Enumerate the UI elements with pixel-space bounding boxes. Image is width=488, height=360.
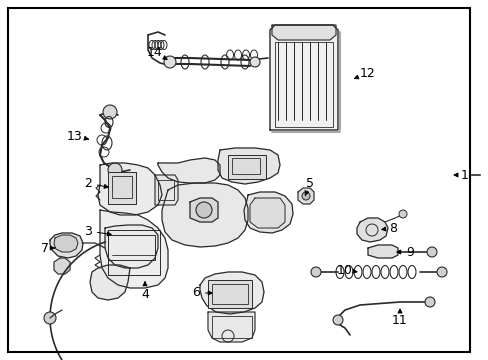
Circle shape [332,315,342,325]
Text: 3: 3 [84,225,111,238]
Text: 9: 9 [396,246,413,258]
Polygon shape [356,218,387,242]
Text: 10: 10 [336,264,356,276]
Circle shape [302,192,309,200]
Polygon shape [218,148,280,184]
Polygon shape [244,192,292,233]
Polygon shape [367,245,397,258]
Text: 7: 7 [41,242,55,255]
Polygon shape [105,225,158,268]
Circle shape [196,202,212,218]
Circle shape [436,267,446,277]
Circle shape [310,267,320,277]
Bar [227,155,265,179]
Polygon shape [162,183,247,247]
Text: 14: 14 [147,45,167,59]
Polygon shape [155,175,178,205]
Polygon shape [207,312,254,342]
Polygon shape [158,158,220,183]
Text: 2: 2 [84,176,108,189]
Text: 5: 5 [305,176,313,195]
Polygon shape [50,233,83,258]
Bar [212,316,251,338]
Bar [158,180,174,200]
Bar [274,42,332,127]
Polygon shape [54,258,70,274]
Text: 8: 8 [381,221,396,234]
Circle shape [44,312,56,324]
Text: 11: 11 [391,309,407,327]
Polygon shape [90,265,130,300]
Circle shape [108,163,122,177]
Circle shape [103,105,117,119]
Polygon shape [98,163,162,215]
Text: 12: 12 [354,67,375,80]
Polygon shape [271,25,335,40]
Polygon shape [100,210,168,288]
Bar [108,172,136,204]
Polygon shape [269,25,337,130]
Circle shape [163,56,176,68]
Circle shape [249,57,260,67]
Circle shape [424,297,434,307]
Bar [207,280,251,308]
Circle shape [398,210,406,218]
Bar [231,158,260,174]
Text: 6: 6 [192,287,212,300]
Polygon shape [297,188,313,204]
Text: 13: 13 [67,130,88,143]
Text: 1: 1 [453,168,468,181]
Polygon shape [200,272,264,314]
Bar [212,284,247,304]
Polygon shape [249,198,285,228]
Polygon shape [54,235,78,252]
Polygon shape [190,198,218,222]
Circle shape [426,247,436,257]
Text: 4: 4 [141,282,149,302]
Bar [112,176,132,198]
